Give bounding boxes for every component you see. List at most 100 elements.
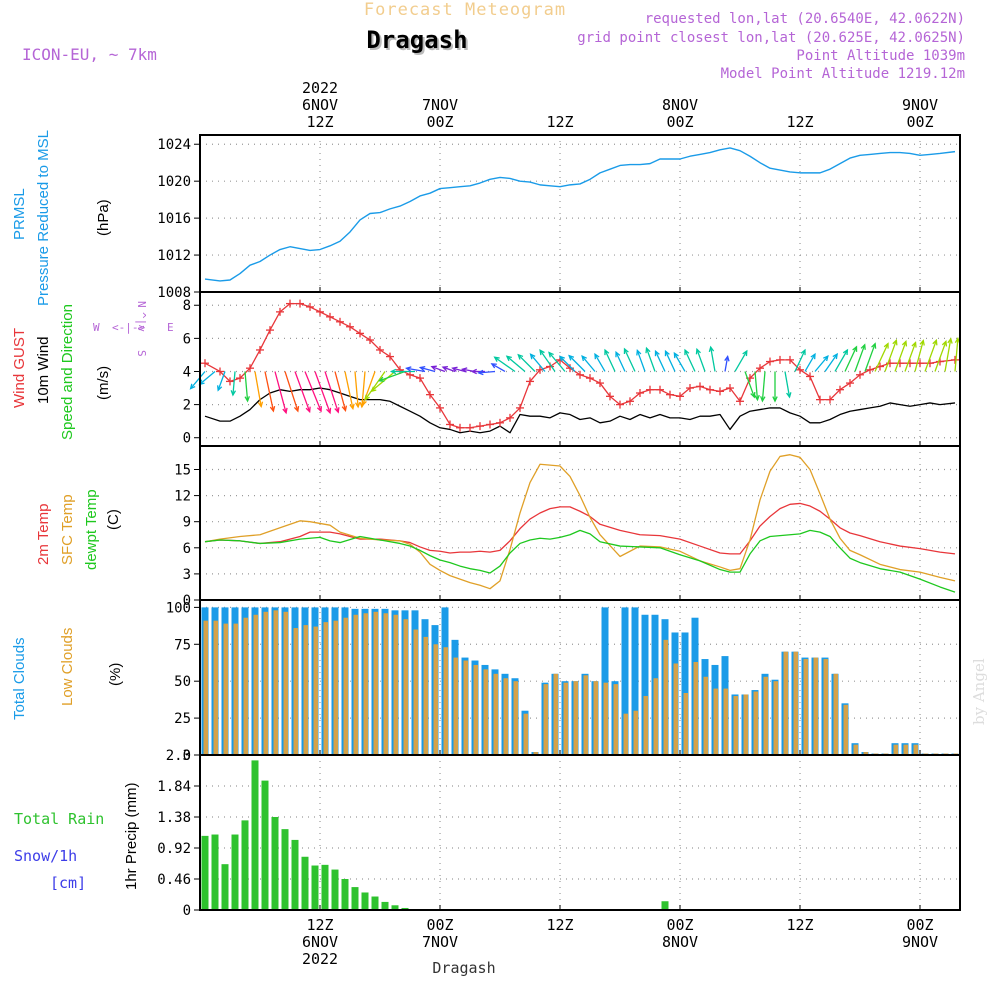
total-cloud-bar bbox=[621, 607, 629, 755]
low-cloud-bar bbox=[653, 678, 658, 755]
low-cloud-bar bbox=[263, 611, 268, 755]
wind-gust-marker bbox=[306, 302, 314, 311]
wind-gust-marker bbox=[576, 370, 584, 379]
low-cloud-bar bbox=[533, 752, 538, 755]
pressure-ytick-label: 1024 bbox=[157, 137, 191, 153]
wind-direction-arrow bbox=[418, 365, 436, 373]
wind-arrow-shaft bbox=[539, 349, 556, 372]
wind-direction-arrow bbox=[695, 347, 706, 372]
wind-arrow-shaft bbox=[284, 371, 299, 412]
wind-gust-marker bbox=[726, 384, 734, 393]
low-cloud-bar bbox=[273, 610, 278, 755]
low-cloud-bar bbox=[393, 614, 398, 755]
wind-gust-marker bbox=[436, 403, 444, 412]
wind-gust-marker bbox=[666, 390, 674, 399]
rain-bar bbox=[241, 820, 249, 910]
top-time-label: 12Z bbox=[786, 113, 813, 131]
wind-arrow-head bbox=[517, 353, 524, 360]
wind-arrow-head bbox=[305, 406, 311, 414]
wind-gust-marker bbox=[256, 345, 264, 354]
wind-direction-arrow bbox=[558, 355, 576, 372]
wind-arrow-head bbox=[695, 347, 701, 355]
pressure-ytick-label: 1012 bbox=[157, 248, 191, 264]
wind-arrow-shaft bbox=[684, 349, 696, 372]
wind-arrow-head bbox=[871, 342, 877, 349]
wind-arrow-shaft bbox=[724, 356, 729, 372]
wind-arrow-shaft bbox=[581, 355, 596, 372]
wind-direction-arrow bbox=[904, 341, 917, 372]
wind-arrow-head bbox=[832, 352, 839, 360]
wind-arrow-head bbox=[293, 406, 300, 413]
low-cloud-bar bbox=[303, 625, 308, 755]
wind-direction-arrow bbox=[294, 371, 311, 414]
wind-arrow-shaft bbox=[379, 370, 406, 382]
low-cloud-bar bbox=[703, 676, 708, 755]
wind-arrow-head bbox=[645, 346, 651, 354]
temp-dewpoint-line bbox=[204, 529, 956, 593]
wind-arrow-head bbox=[892, 338, 898, 346]
footer-station: Dragash bbox=[432, 959, 495, 977]
low-cloud-bar bbox=[523, 713, 528, 755]
low-cloud-bar bbox=[433, 644, 438, 755]
station-title: Dragash bbox=[368, 28, 469, 56]
wind-arrow-head bbox=[883, 342, 889, 349]
wind-arrow-head bbox=[911, 341, 917, 348]
watermark: by Angel bbox=[970, 658, 988, 725]
wind-arrow-shaft bbox=[754, 371, 759, 400]
low-cloud-bar bbox=[513, 681, 518, 755]
wind-gust-marker bbox=[626, 397, 634, 406]
pressure-ytick-label: 1016 bbox=[157, 211, 191, 227]
wind-direction-arrow bbox=[854, 343, 866, 372]
wind-arrow-head bbox=[594, 352, 600, 360]
wind-arrow-head bbox=[919, 339, 925, 346]
low-cloud-bar bbox=[493, 673, 498, 755]
wind-rose: N S ^|v W <-|-> E bbox=[93, 301, 174, 357]
wind-arrow-shaft bbox=[420, 366, 436, 373]
low-cloud-bar bbox=[203, 620, 208, 755]
wind-arrow-shaft bbox=[934, 341, 947, 372]
wind-arrow-head bbox=[636, 349, 642, 356]
wind-arrow-head bbox=[754, 394, 760, 402]
wind-arrow-head bbox=[430, 365, 437, 371]
top-time-label: 2022 bbox=[302, 79, 338, 97]
wind-arrow-shaft bbox=[568, 355, 586, 372]
wind-direction-arrow bbox=[894, 340, 908, 372]
rain-bar bbox=[331, 869, 339, 910]
wind-arrow-shaft bbox=[594, 353, 606, 372]
wind-arrow-shaft bbox=[559, 356, 576, 372]
clouds-ytick-label: 50 bbox=[174, 674, 191, 690]
label-low-clouds: Low Clouds bbox=[59, 628, 76, 706]
wind-arrow-head bbox=[568, 354, 575, 361]
label-snow: Snow/1h bbox=[14, 847, 77, 865]
wind-gust-marker bbox=[296, 299, 304, 308]
wind-direction-arrow bbox=[744, 371, 756, 399]
precip-panel: 0 0.46 0.92 1.38 1.84 2.3 bbox=[157, 748, 960, 919]
wind-arrow-shaft bbox=[761, 371, 766, 402]
low-cloud-bar bbox=[763, 676, 768, 755]
wind-arrow-head bbox=[505, 355, 512, 362]
wind-gust-marker bbox=[846, 379, 854, 388]
temperature-ytick-label: 15 bbox=[174, 462, 191, 478]
wind-direction-arrow bbox=[548, 351, 566, 372]
wind-arrow-shaft bbox=[314, 371, 331, 414]
wind-gust-marker bbox=[516, 403, 524, 412]
wind-arrow-head bbox=[217, 385, 223, 392]
low-cloud-bar bbox=[443, 647, 448, 755]
wind-arrow-shaft bbox=[844, 346, 858, 372]
wind-gust-marker bbox=[676, 392, 684, 401]
wind-direction-arrow bbox=[604, 348, 616, 372]
wind-arrow-shaft bbox=[324, 371, 339, 413]
low-cloud-bar bbox=[243, 617, 248, 755]
wind-direction-arrow bbox=[529, 353, 546, 372]
low-cloud-bar bbox=[223, 623, 228, 755]
wind-direction-arrow bbox=[517, 353, 536, 372]
wind-arrow-shaft bbox=[954, 338, 959, 372]
bottom-time-label: 00Z bbox=[426, 916, 453, 934]
wind-arrow-head bbox=[947, 337, 953, 344]
grid-point-coords: grid point closest lon,lat (20.625E, 42.… bbox=[577, 30, 965, 46]
wind-gust-marker bbox=[616, 400, 624, 409]
wind-rose-we-sym: <-|-> bbox=[112, 321, 145, 334]
wind-rose-s: S bbox=[135, 350, 148, 357]
wind-arrow-shaft bbox=[604, 349, 616, 372]
wind-direction-arrow bbox=[314, 371, 332, 415]
